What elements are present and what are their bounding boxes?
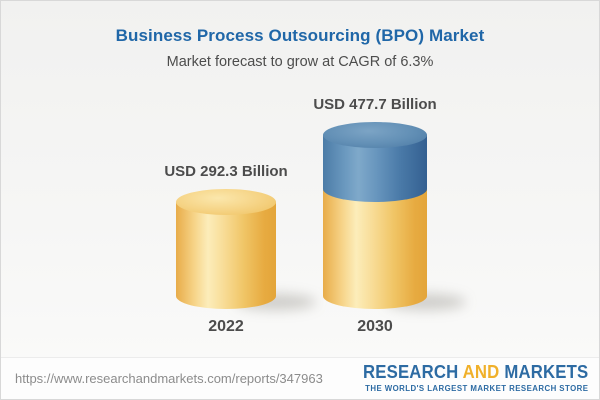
category-label-2030: 2030	[357, 318, 393, 335]
logo-word-and: AND	[462, 362, 500, 382]
cylinder-2022-body	[176, 202, 276, 309]
footer-bar: https://www.researchandmarkets.com/repor…	[1, 357, 599, 399]
logo-word-research: RESEARCH	[362, 362, 459, 382]
category-label-2022: 2022	[208, 318, 244, 335]
cylinder-2030-cap	[323, 121, 427, 148]
logo-word-markets: MARKETS	[503, 362, 588, 382]
value-label-2022: USD 292.3 Billion	[164, 163, 288, 181]
value-label-2030: USD 477.7 Billion	[313, 95, 437, 113]
chart-title: Business Process Outsourcing (BPO) Marke…	[115, 26, 485, 45]
logo-wordmark: RESEARCH AND MARKETS	[363, 362, 588, 383]
report-url: https://www.researchandmarkets.com/repor…	[15, 371, 323, 386]
chart-subtitle: Market forecast to grow at CAGR of 6.3%	[166, 54, 434, 70]
researchandmarkets-logo: RESEARCH AND MARKETS THE WORLD'S LARGEST…	[346, 362, 588, 393]
logo-tagline: THE WORLD'S LARGEST MARKET RESEARCH STOR…	[364, 384, 588, 393]
cylinder-2022-cap	[176, 189, 276, 216]
